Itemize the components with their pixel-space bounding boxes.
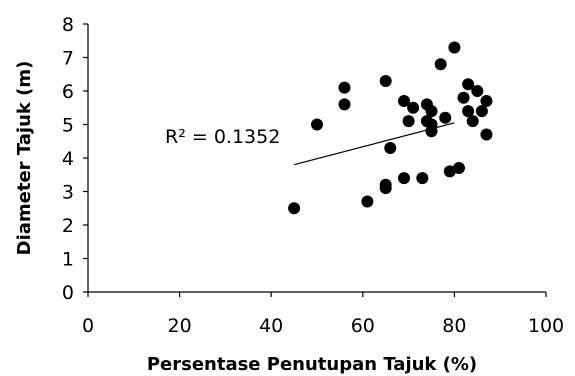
data-point <box>439 111 452 124</box>
y-tick-label: 8 <box>62 14 74 36</box>
data-point <box>398 172 411 185</box>
data-point <box>475 105 488 118</box>
x-tick-label: 80 <box>442 315 466 337</box>
data-point <box>311 118 323 131</box>
data-point <box>361 195 374 208</box>
y-tick-label: 6 <box>62 81 74 103</box>
y-tick-label: 0 <box>62 282 74 304</box>
x-tick-label: 40 <box>259 315 283 337</box>
data-point <box>425 105 438 118</box>
data-point <box>462 105 475 118</box>
data-point <box>434 58 447 71</box>
y-tick-label: 5 <box>62 115 74 137</box>
data-point <box>443 165 456 178</box>
axes <box>87 24 546 293</box>
y-tick-label: 1 <box>62 249 74 271</box>
data-point <box>471 85 484 97</box>
data-point <box>379 74 392 87</box>
data-point <box>466 115 479 128</box>
x-tick-label: 20 <box>168 315 192 337</box>
data-point <box>416 172 429 185</box>
data-point <box>480 95 493 108</box>
x-tick-label: 0 <box>82 315 94 337</box>
data-points <box>288 41 493 215</box>
y-tick-label: 2 <box>62 215 74 237</box>
y-tick-label: 4 <box>62 148 74 170</box>
y-axis-title: Diameter Tajuk (m) <box>14 61 35 256</box>
r-squared-annotation: R² = 0.1352 <box>165 126 280 148</box>
data-point <box>480 128 493 141</box>
data-point <box>462 78 475 91</box>
data-point <box>457 91 470 104</box>
x-axis-title: Persentase Penutupan Tajuk (%) <box>147 354 477 375</box>
data-point <box>384 141 397 154</box>
x-tick-label: 100 <box>528 315 564 337</box>
data-point <box>288 202 301 215</box>
tick-marks <box>83 23 547 297</box>
data-point <box>452 162 465 175</box>
data-point <box>398 95 411 108</box>
data-point <box>379 182 392 195</box>
data-point <box>402 115 415 128</box>
y-tick-label: 7 <box>62 48 74 70</box>
data-point <box>425 125 438 138</box>
data-point <box>338 81 351 94</box>
x-tick-label: 60 <box>351 315 375 337</box>
data-point <box>338 98 351 111</box>
data-point <box>407 101 420 114</box>
data-point <box>448 41 461 54</box>
y-tick-label: 3 <box>62 182 74 204</box>
